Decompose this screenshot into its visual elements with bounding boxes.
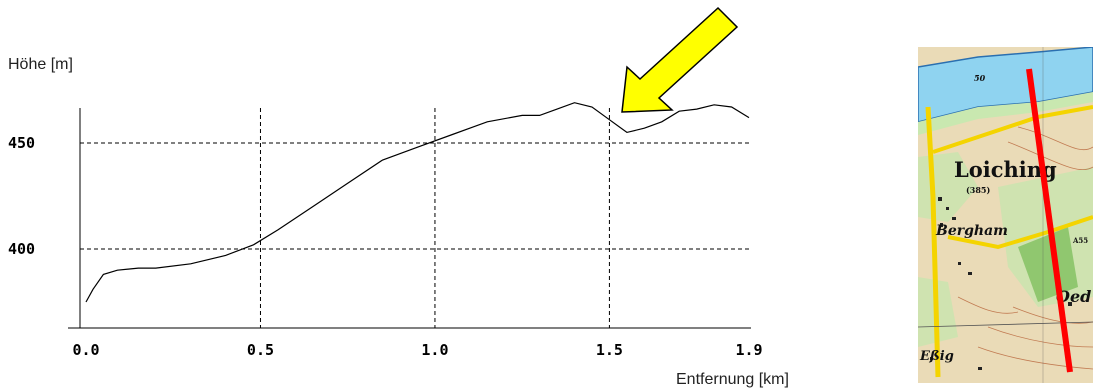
topographic-map: 50 Loiching (385) Bergham A55 Oed Eßig: [918, 47, 1093, 383]
arrow-icon: [621, 6, 739, 113]
elevation-line: [85, 102, 750, 303]
x-tick-label: 1.9: [735, 341, 762, 359]
yellow-arrow-annotation: [621, 6, 739, 113]
route-line: [1026, 68, 1073, 373]
map-label-village-essig: Eßig: [919, 349, 954, 364]
map-label-water: 50: [974, 73, 986, 83]
axes: [68, 108, 751, 329]
map-label-elevation: (385): [966, 185, 990, 195]
x-tick-label: 1.5: [596, 341, 623, 359]
elevation-profile-chart: 400 450 0.0 0.5 1.0 1.5 1.9 Höhe [m] Entfernun…: [8, 6, 789, 388]
grid-lines: [80, 108, 749, 328]
y-axis-label: Höhe [m]: [8, 56, 73, 73]
map-label-village-oed: Oed: [1056, 287, 1091, 306]
map-label-village-bergham: Bergham: [935, 223, 1008, 239]
tick-labels: 400 450 0.0 0.5 1.0 1.5 1.9: [8, 134, 763, 359]
x-tick-label: 1.0: [421, 341, 448, 359]
x-axis-label: Entfernung [km]: [676, 371, 789, 388]
x-tick-label: 0.0: [72, 341, 99, 359]
y-tick-label: 400: [8, 240, 35, 258]
x-tick-label: 0.5: [247, 341, 274, 359]
map-label-road: A55: [1072, 236, 1088, 245]
y-tick-label: 450: [8, 134, 35, 152]
